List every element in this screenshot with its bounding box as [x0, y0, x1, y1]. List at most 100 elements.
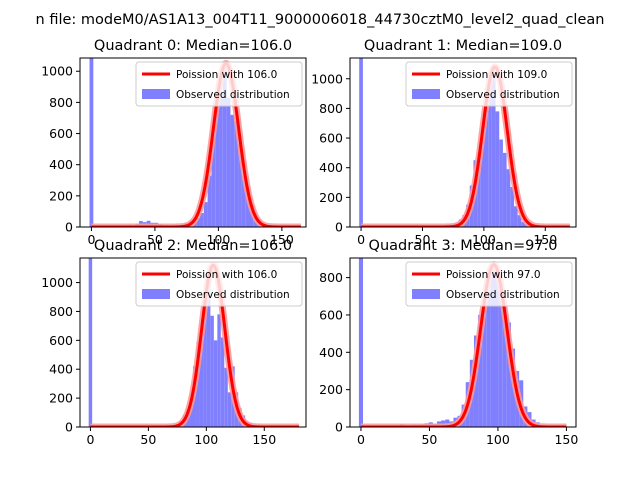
y-tick-label: 0 — [335, 220, 343, 235]
histogram-bar — [227, 392, 232, 427]
histogram-bar — [199, 212, 204, 227]
legend-box — [135, 61, 303, 107]
legend: Poission with 106.0 Observed distribution — [135, 261, 303, 307]
legend-hist-swatch — [142, 289, 170, 299]
x-tick-label: 150 — [252, 432, 276, 447]
histogram-bar — [199, 334, 204, 427]
histogram-bar-zero — [89, 58, 94, 227]
y-tick-label: 1000 — [41, 64, 73, 79]
poisson-curve — [90, 61, 302, 227]
histogram-bar — [482, 296, 487, 427]
histogram-bar — [196, 217, 200, 227]
legend-box — [405, 261, 573, 307]
x-tick-label: 0 — [87, 232, 95, 247]
histogram-bar — [241, 175, 246, 227]
histogram-bar — [206, 281, 211, 427]
legend-hist-swatch — [412, 289, 440, 299]
legend-label-poisson: Poission with 106.0 — [176, 269, 277, 281]
x-tick-label: 150 — [533, 232, 557, 247]
histogram-bar — [480, 138, 485, 227]
histogram-bar — [498, 283, 503, 427]
histogram-bar-zero — [359, 58, 363, 227]
axes-frame — [349, 57, 577, 228]
x-tick-label: 150 — [270, 232, 294, 247]
plot-area — [358, 58, 573, 227]
histogram-bar — [234, 121, 239, 227]
x-tick-label: 0 — [86, 432, 94, 447]
y-tick-label: 0 — [65, 420, 73, 435]
histogram-bar — [478, 314, 483, 427]
y-tick-label: 800 — [319, 101, 343, 116]
poisson-curve — [360, 263, 568, 427]
x-tick-label: 0 — [357, 432, 365, 447]
histogram-bar — [502, 152, 507, 227]
histogram-bar — [245, 186, 250, 227]
legend-label-observed: Observed distribution — [176, 89, 290, 101]
legend-label-poisson: Poission with 97.0 — [446, 269, 541, 281]
histogram-bar — [491, 65, 496, 227]
y-tick-label: 600 — [49, 333, 73, 348]
subplot-quadrant-3: 0 50 100 150 0 200 400 600 800 Quadrant 3: Median… — [319, 238, 578, 447]
histogram-bar — [513, 206, 518, 227]
axes-frame — [79, 257, 307, 428]
histogram-bar — [238, 142, 242, 227]
histogram-bar — [517, 215, 522, 227]
subplot-quadrant-2: 0 50 100 150 0 200 400 600 800 1000 Quadrant 2: Me… — [41, 238, 307, 447]
y-tick-label: 800 — [49, 304, 73, 319]
legend-hist-swatch — [412, 89, 440, 99]
y-tick-label: 1000 — [311, 71, 343, 86]
poisson-curve — [360, 65, 571, 227]
histogram-bar — [488, 87, 492, 227]
histogram-bar-zero — [358, 258, 364, 427]
histogram-bar — [477, 152, 481, 227]
legend-box — [405, 61, 573, 107]
y-tick-label: 600 — [49, 126, 73, 141]
x-tick-label: 50 — [140, 432, 156, 447]
legend-label-observed: Observed distribution — [176, 289, 290, 301]
y-tick-label: 800 — [319, 270, 343, 285]
histogram-bar — [490, 266, 495, 427]
x-tick-label: 100 — [486, 432, 510, 447]
legend-label-poisson: Poission with 106.0 — [176, 69, 277, 81]
y-tick-label: 600 — [319, 131, 343, 146]
x-tick-label: 0 — [357, 232, 365, 247]
x-tick-label: 150 — [554, 432, 578, 447]
histogram-bar — [213, 340, 218, 427]
x-tick-label: 50 — [147, 232, 163, 247]
histogram-bar — [196, 341, 200, 427]
axes-frame — [349, 257, 577, 428]
histogram-bar — [494, 272, 499, 427]
histogram-bar — [506, 169, 511, 227]
subplot-title: Quadrant 3: Median=97.0 — [369, 238, 558, 254]
legend: Poission with 106.0 Observed distribution — [135, 61, 303, 107]
histogram-bar — [226, 97, 231, 227]
x-tick-label: 100 — [206, 232, 230, 247]
plot-area — [88, 58, 304, 227]
y-tick-label: 200 — [49, 391, 73, 406]
histogram-bar — [499, 139, 503, 227]
histogram-bar — [210, 315, 214, 427]
y-tick-label: 400 — [319, 160, 343, 175]
histogram-bar — [502, 300, 507, 427]
axes-frame — [79, 57, 307, 228]
y-tick-label: 400 — [49, 362, 73, 377]
y-tick-label: 600 — [319, 307, 343, 322]
x-tick-label: 100 — [472, 232, 496, 247]
legend: Poission with 97.0 Observed distribution — [405, 261, 573, 307]
legend-box — [135, 261, 303, 307]
legend-label-observed: Observed distribution — [446, 289, 560, 301]
histogram-bar — [219, 93, 223, 227]
y-tick-label: 400 — [319, 345, 343, 360]
histogram-bar — [217, 314, 221, 427]
histogram-bar — [203, 202, 208, 227]
y-tick-label: 400 — [49, 157, 73, 172]
x-tick-label: 50 — [421, 432, 437, 447]
histogram-bar-zero — [88, 258, 93, 427]
figure-suptitle: n file: modeM0/AS1A13_004T11_9000006018_… — [36, 12, 605, 28]
subplot-title: Quadrant 2: Median=106.0 — [94, 238, 292, 254]
x-tick-label: 100 — [194, 432, 218, 447]
histogram-bar — [230, 114, 235, 227]
histogram-bar — [506, 322, 511, 427]
legend-label-poisson: Poission with 109.0 — [446, 69, 547, 81]
